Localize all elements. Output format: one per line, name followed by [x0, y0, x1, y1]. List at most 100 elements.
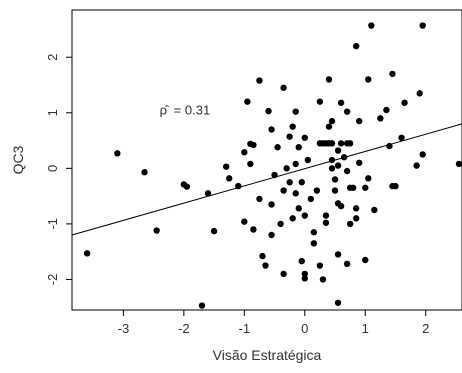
y-tick-label: -2: [45, 274, 60, 286]
plot-frame: [71, 9, 462, 311]
data-point: [365, 76, 372, 83]
data-point: [389, 70, 396, 78]
data-point: [301, 134, 308, 141]
data-point: [153, 227, 160, 234]
data-point: [295, 144, 302, 151]
data-point: [307, 195, 315, 203]
data-point: [319, 276, 327, 283]
x-tick-label: 2: [422, 321, 429, 336]
data-point: [265, 107, 272, 115]
data-point: [331, 187, 339, 194]
data-point: [198, 302, 206, 309]
data-point: [292, 190, 299, 197]
data-point: [83, 250, 91, 257]
y-tick-label: 2: [45, 54, 60, 61]
data-point: [183, 183, 191, 190]
data-point: [377, 115, 384, 122]
data-point: [386, 142, 393, 150]
data-point: [268, 126, 275, 133]
data-point: [301, 270, 308, 278]
data-point: [210, 227, 218, 235]
data-point: [256, 195, 263, 203]
data-point: [455, 160, 462, 168]
data-point: [274, 144, 281, 151]
x-axis-title: Visão Estratégica: [213, 347, 322, 363]
data-point: [222, 163, 230, 170]
correlation-annotation: ρ̂ = 0.31: [160, 102, 211, 117]
data-point: [289, 215, 296, 222]
data-point: [286, 133, 293, 140]
data-point: [337, 99, 345, 106]
x-tick-label: -3: [118, 321, 130, 336]
regression-line: [71, 123, 462, 236]
data-point: [419, 22, 426, 29]
data-point: [362, 184, 369, 191]
data-point: [346, 220, 354, 228]
data-point: [365, 175, 372, 182]
data-point: [325, 123, 333, 130]
data-point: [328, 140, 336, 147]
data-point: [368, 22, 375, 29]
data-point: [334, 147, 342, 154]
correlation-value: = 0.31: [174, 102, 211, 117]
data-point: [271, 171, 278, 179]
data-point: [371, 206, 378, 214]
data-point: [334, 162, 342, 169]
x-tick-label: -1: [239, 321, 251, 336]
data-point: [343, 167, 351, 175]
y-tick-label: 1: [45, 109, 60, 116]
y-axis-title: QC3: [10, 145, 26, 174]
data-point: [280, 187, 287, 194]
data-point: [313, 187, 321, 194]
data-point: [325, 76, 333, 83]
data-point: [268, 231, 275, 239]
data-point: [362, 256, 369, 264]
data-point: [286, 179, 293, 186]
data-point: [352, 42, 360, 50]
data-point: [419, 151, 426, 158]
rho-hat-symbol: ρ̂: [160, 102, 170, 117]
data-point: [383, 106, 390, 114]
data-point: [244, 98, 251, 105]
data-point: [304, 156, 312, 164]
x-tick-label: 0: [301, 321, 308, 336]
data-point: [322, 219, 330, 226]
data-point: [295, 205, 302, 212]
data-point: [334, 299, 342, 306]
data-point: [340, 154, 348, 161]
data-points: [83, 22, 462, 309]
data-point: [141, 169, 148, 176]
data-point: [334, 251, 342, 258]
data-point: [298, 257, 305, 265]
data-point: [301, 212, 308, 219]
data-point: [280, 270, 287, 278]
data-point: [204, 190, 212, 197]
x-tick-label: 1: [362, 321, 369, 336]
data-point: [114, 150, 121, 157]
data-point: [328, 156, 336, 164]
y-axis: -2 -1 0 1 2: [45, 54, 72, 286]
data-point: [250, 141, 257, 149]
data-point: [331, 176, 339, 183]
data-point: [292, 108, 299, 115]
data-point: [241, 149, 248, 156]
data-point: [283, 165, 290, 172]
data-point: [241, 218, 248, 225]
data-point: [298, 179, 305, 186]
data-point: [392, 182, 399, 190]
data-point: [337, 202, 345, 210]
y-tick-label: -1: [45, 218, 60, 230]
data-point: [316, 98, 324, 105]
data-point: [310, 240, 318, 247]
data-point: [352, 205, 360, 212]
data-point: [226, 175, 233, 182]
data-point: [356, 159, 363, 166]
data-point: [259, 252, 266, 260]
data-point: [316, 262, 324, 269]
data-point: [262, 262, 269, 269]
data-point: [250, 226, 257, 233]
data-point: [256, 77, 263, 84]
data-point: [247, 160, 254, 168]
